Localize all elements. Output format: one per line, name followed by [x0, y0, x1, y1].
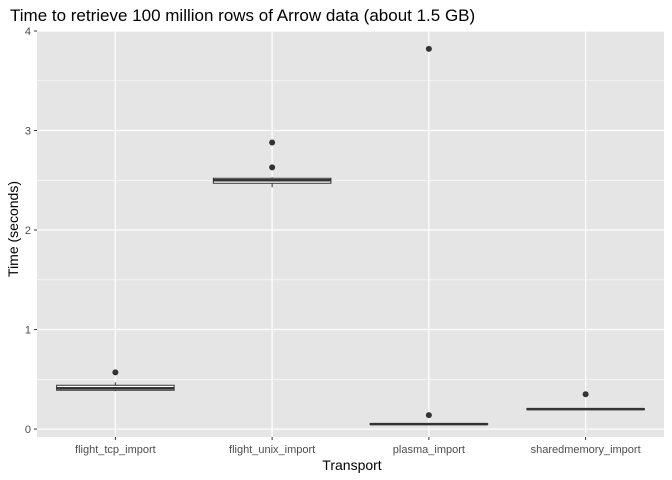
x-tick-label: flight_tcp_import — [75, 444, 156, 456]
chart-title: Time to retrieve 100 million rows of Arr… — [10, 6, 475, 25]
y-tick-label: 4 — [25, 26, 31, 38]
y-tick-label: 1 — [25, 325, 31, 337]
box-sharedmemory_import — [526, 391, 645, 411]
x-tick-label: flight_unix_import — [229, 444, 315, 456]
box-plasma_import — [369, 45, 489, 426]
x-tick-label: plasma_import — [393, 444, 465, 456]
plot-panel — [37, 31, 664, 437]
outlier-point — [269, 139, 276, 146]
box-flight_unix_import — [212, 139, 332, 188]
outlier-point — [425, 412, 432, 419]
y-axis-title: Time (seconds) — [5, 181, 21, 277]
x-tick-label: sharedmemory_import — [531, 444, 641, 456]
outlier-point — [269, 164, 276, 171]
outlier-point — [425, 45, 432, 52]
outlier-point — [112, 369, 119, 376]
axis-ticks: 0 1 2 3 4 flight_tcp_import flight_unix_import… — [25, 26, 641, 456]
y-tick-label: 2 — [25, 225, 31, 237]
outlier-point — [582, 391, 589, 398]
y-tick-label: 0 — [25, 424, 31, 436]
grid-lines — [37, 30, 664, 437]
x-axis-title: Transport — [322, 457, 382, 473]
boxes — [56, 45, 645, 426]
y-tick-label: 3 — [25, 126, 31, 138]
box-flight_tcp_import — [56, 369, 175, 392]
